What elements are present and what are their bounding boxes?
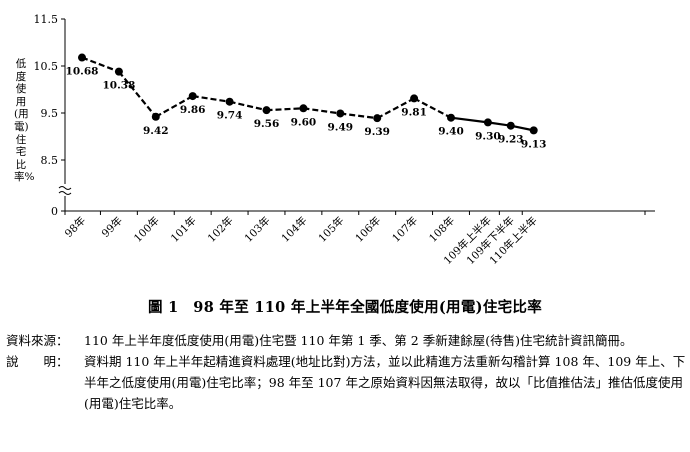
series-segment bbox=[155, 95, 194, 118]
x-tick-label: 103年 bbox=[242, 214, 273, 245]
data-label: 9.23 bbox=[498, 134, 524, 146]
data-point bbox=[506, 121, 515, 130]
data-label: 9.49 bbox=[328, 121, 354, 133]
data-point bbox=[373, 114, 382, 123]
data-point bbox=[483, 118, 492, 127]
x-tick-label: 102年 bbox=[205, 214, 236, 245]
data-label: 9.86 bbox=[180, 104, 206, 116]
axis-break-mark bbox=[58, 191, 72, 195]
y-tick-label: 8.5 bbox=[41, 154, 59, 167]
data-label: 9.42 bbox=[143, 125, 169, 137]
series-segment bbox=[450, 116, 489, 124]
series-segment bbox=[118, 70, 157, 118]
x-tick-label: 101年 bbox=[168, 214, 199, 245]
y-axis-label: 低度使用(用電)住宅比率% bbox=[14, 58, 35, 184]
description-label: 說 明： bbox=[6, 354, 69, 369]
axis-break-mark bbox=[58, 186, 72, 190]
y-tick-label: 9.5 bbox=[41, 107, 59, 120]
data-label: 9.40 bbox=[438, 126, 464, 138]
series-segment bbox=[229, 100, 267, 112]
data-point bbox=[336, 109, 345, 118]
data-label: 10.68 bbox=[66, 66, 99, 78]
y-tick-label: 10.5 bbox=[34, 60, 59, 73]
data-label: 9.13 bbox=[521, 138, 547, 150]
data-point bbox=[114, 67, 123, 76]
series-segment bbox=[340, 112, 378, 120]
data-label: 10.38 bbox=[102, 80, 135, 92]
x-tick-label: 107年 bbox=[389, 214, 420, 245]
series-segment bbox=[413, 97, 452, 119]
notes: 資料來源： 110 年上半年度低度使用(用電)住宅暨 110 年第 1 季、第 … bbox=[6, 330, 686, 414]
description-text: 資料期 110 年上半年起精進資料處理(地址比對)方法，並以此精進方法重新勾稽計… bbox=[84, 354, 686, 411]
description-note: 說 明： 資料期 110 年上半年起精進資料處理(地址比對)方法，並以此精進方法… bbox=[6, 351, 686, 414]
data-point bbox=[188, 92, 197, 101]
x-tick-label: 98年 bbox=[62, 214, 88, 240]
data-label: 9.60 bbox=[291, 116, 317, 128]
series-segment bbox=[376, 97, 415, 120]
source-label: 資料來源： bbox=[6, 333, 69, 348]
series-segment bbox=[266, 107, 304, 112]
data-point bbox=[529, 126, 538, 135]
x-tick-label: 100年 bbox=[131, 214, 162, 245]
data-point bbox=[447, 113, 455, 122]
data-label: 9.81 bbox=[401, 106, 427, 118]
data-point bbox=[151, 112, 160, 121]
x-tick-label: 105年 bbox=[316, 214, 347, 245]
data-point bbox=[410, 94, 419, 103]
data-label: 9.74 bbox=[217, 110, 243, 122]
x-tick-label: 106年 bbox=[353, 214, 384, 245]
data-point bbox=[262, 106, 271, 115]
data-label: 9.56 bbox=[254, 118, 280, 130]
data-point bbox=[78, 53, 86, 62]
series-segment bbox=[192, 94, 230, 103]
y-tick-label: 11.5 bbox=[34, 13, 59, 26]
y-tick-label: 0 bbox=[51, 205, 58, 218]
x-tick-label: 99年 bbox=[99, 214, 125, 240]
data-label: 9.30 bbox=[475, 130, 501, 142]
series-segment bbox=[303, 107, 341, 115]
source-text: 110 年上半年度低度使用(用電)住宅暨 110 年第 1 季、第 2 季新建餘… bbox=[84, 333, 633, 348]
line-chart: 11.5 10.5 9.5 8.5 0 98年 99年 100年 101年 102年 103年 104… bbox=[34, 13, 655, 267]
x-tick-label: 104年 bbox=[279, 214, 310, 245]
source-note: 資料來源： 110 年上半年度低度使用(用電)住宅暨 110 年第 1 季、第 … bbox=[6, 330, 686, 351]
figure-caption: 圖 1 98 年至 110 年上半年全國低度使用(用電)住宅比率 bbox=[147, 299, 543, 316]
series-segment bbox=[81, 56, 120, 73]
data-label: 9.39 bbox=[364, 126, 390, 138]
x-tick-label: 108年 bbox=[426, 214, 457, 245]
data-point bbox=[225, 97, 234, 106]
data-point bbox=[299, 104, 308, 113]
